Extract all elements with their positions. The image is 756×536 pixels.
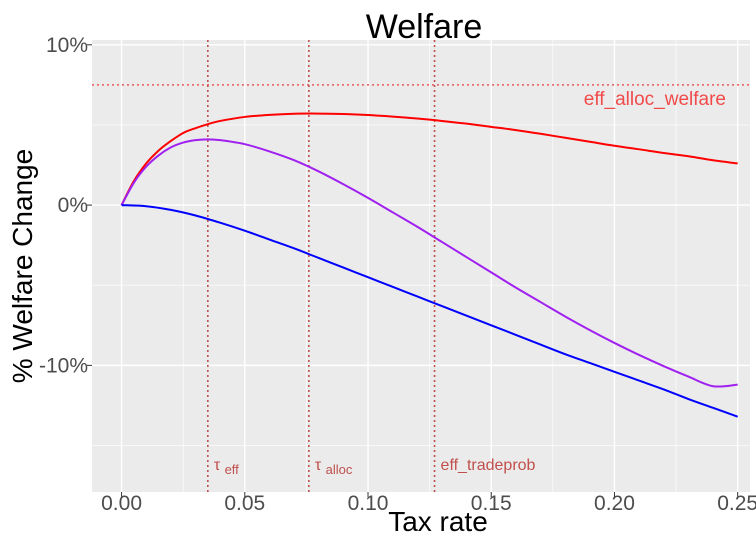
y-tick-label: -10% [39,354,88,377]
vline-label: τ alloc [315,457,353,477]
x-tick-label: 0.10 [348,492,389,515]
x-tick-label: 0.25 [717,492,756,515]
x-axis-title: Tax rate [388,506,488,536]
series-line-2 [120,138,738,388]
reference-lines: eff_alloc_welfare τ eff τ alloc eff_tradepr… [92,40,750,492]
vline-label: τ eff [214,457,239,477]
y-axis-title: % Welfare Change [7,149,38,384]
x-tick-label: 0.20 [594,492,635,515]
x-axis-ticks: 0.00 0.05 0.10 0.15 0.20 0.25 [101,492,756,515]
chart-title: Welfare [366,8,483,46]
series-line-1 [120,112,738,206]
vline-label: eff_tradeprob [441,457,536,474]
x-tick-label: 0.05 [224,492,265,515]
y-axis-ticks: 10% 0% -10% [39,34,92,377]
plot-panel [92,40,750,492]
series-lines [120,112,739,418]
y-tick-label: 0% [58,194,88,217]
x-tick-label: 0.00 [101,492,142,515]
hline-label: eff_alloc_welfare [584,89,726,110]
y-tick-label: 10% [46,34,88,57]
x-tick-label: 0.15 [471,492,512,515]
series-line-3 [121,204,739,418]
